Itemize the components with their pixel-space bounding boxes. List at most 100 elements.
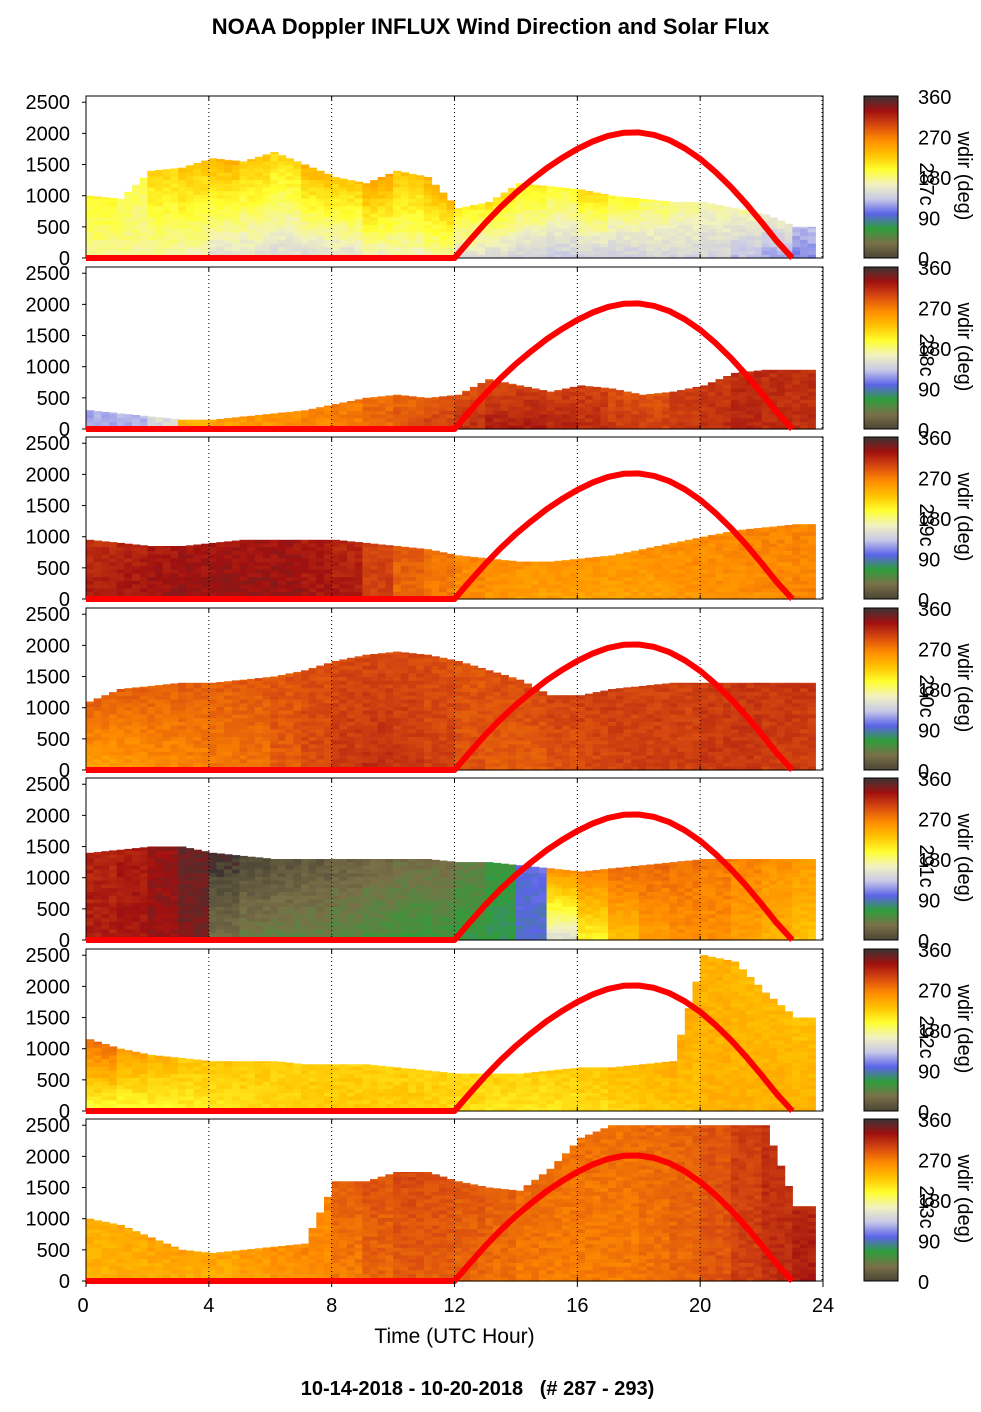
heatmap-cell — [562, 395, 571, 400]
heatmap-cell — [592, 569, 601, 574]
heatmap-cell — [608, 561, 617, 566]
heatmap-cell — [162, 246, 172, 252]
heatmap-cell — [124, 717, 133, 722]
heatmap-cell — [162, 239, 172, 244]
heatmap-cell — [86, 587, 95, 593]
heatmap-cell — [638, 243, 648, 248]
heatmap-cell — [254, 710, 264, 715]
heatmap-cell — [600, 402, 609, 408]
heatmap-cell — [792, 572, 801, 578]
heatmap-cell — [684, 402, 694, 408]
heatmap-cell — [439, 591, 448, 596]
heatmap-cell — [155, 736, 164, 741]
heatmap-cell — [124, 695, 133, 700]
heatmap-cell — [723, 561, 732, 566]
heatmap-cell — [139, 580, 148, 585]
heatmap-cell — [723, 402, 732, 408]
heatmap-cell — [730, 539, 740, 544]
heatmap-cell — [285, 565, 294, 570]
heatmap-cell — [638, 565, 648, 570]
heatmap-cell — [239, 736, 248, 741]
heatmap-cell — [216, 687, 225, 693]
heatmap-cell — [654, 584, 663, 589]
heatmap-cell — [707, 213, 717, 218]
colorbar-gradient-bar — [863, 266, 899, 430]
heatmap-cell — [638, 421, 648, 426]
heatmap-cell — [800, 569, 809, 574]
heatmap-cell — [301, 702, 310, 707]
heatmap-cell — [677, 414, 686, 419]
heatmap-cell — [132, 747, 141, 752]
heatmap-cell — [400, 187, 410, 192]
heatmap-cell — [477, 576, 486, 581]
heatmap-cell — [469, 399, 479, 404]
heatmap-cell — [592, 557, 601, 563]
heatmap-cell — [293, 687, 302, 693]
heatmap-cell — [147, 183, 156, 188]
heatmap-cell — [247, 591, 256, 596]
heatmap-cell — [162, 201, 172, 207]
heatmap-cell — [216, 721, 225, 726]
heatmap-cell — [208, 546, 218, 551]
heatmap-cell — [316, 243, 325, 248]
heatmap-cell — [393, 565, 402, 570]
heatmap-cell — [185, 209, 195, 214]
heatmap-cell — [162, 572, 172, 578]
heatmap-cell — [132, 561, 141, 566]
heatmap-cell — [254, 580, 264, 585]
heatmap-cell — [746, 391, 755, 396]
heatmap-cell — [523, 216, 532, 222]
heatmap-cell — [600, 417, 609, 423]
heatmap-cell — [477, 387, 486, 393]
heatmap-cell — [761, 572, 770, 578]
heatmap-cell — [730, 209, 740, 214]
heatmap-cell — [646, 591, 655, 596]
heatmap-cell — [677, 406, 686, 411]
heatmap-cell — [692, 209, 701, 214]
heatmap-cell — [792, 369, 801, 374]
heatmap-cell — [308, 239, 317, 244]
heatmap-cell — [208, 228, 218, 233]
heatmap-cell — [638, 254, 648, 259]
heatmap-cell — [508, 580, 517, 585]
heatmap-cell — [109, 224, 118, 229]
heatmap-cell — [262, 732, 271, 737]
heatmap-cell — [285, 175, 294, 181]
heatmap-cell — [124, 699, 133, 704]
heatmap-cell — [492, 198, 502, 203]
heatmap-cell — [185, 550, 195, 555]
heatmap-cell — [423, 220, 433, 225]
heatmap-cell — [216, 231, 225, 237]
heatmap-cell — [293, 190, 302, 195]
heatmap-cell — [462, 406, 471, 411]
colorbar-tick-label: 180 — [918, 168, 951, 190]
heatmap-cell — [208, 751, 218, 756]
heatmap-cell — [132, 576, 141, 581]
heatmap-cell — [124, 721, 133, 726]
heatmap-cell — [132, 687, 141, 693]
heatmap-cell — [423, 414, 433, 419]
heatmap-cell — [293, 691, 302, 696]
heatmap-cell — [170, 587, 179, 593]
heatmap-cell — [270, 747, 279, 752]
heatmap-cell — [492, 406, 502, 411]
heatmap-cell — [116, 198, 125, 203]
heatmap-cell — [462, 390, 471, 393]
heatmap-cell — [193, 201, 202, 207]
heatmap-cell — [316, 717, 325, 722]
heatmap-cell — [178, 569, 187, 574]
heatmap-cell — [807, 395, 816, 400]
heatmap-cell — [193, 220, 202, 225]
heatmap-cell — [262, 747, 271, 752]
heatmap-cell — [562, 246, 571, 252]
heatmap-cell — [308, 758, 317, 764]
heatmap-cell — [554, 205, 563, 210]
heatmap-cell — [109, 762, 118, 767]
heatmap-cell — [608, 587, 617, 593]
heatmap-cell — [408, 187, 417, 192]
heatmap-cell — [569, 565, 578, 570]
heatmap-cell — [147, 170, 156, 173]
heatmap-cell — [385, 243, 394, 248]
heatmap-cell — [592, 243, 601, 248]
heatmap-cell — [347, 243, 356, 248]
